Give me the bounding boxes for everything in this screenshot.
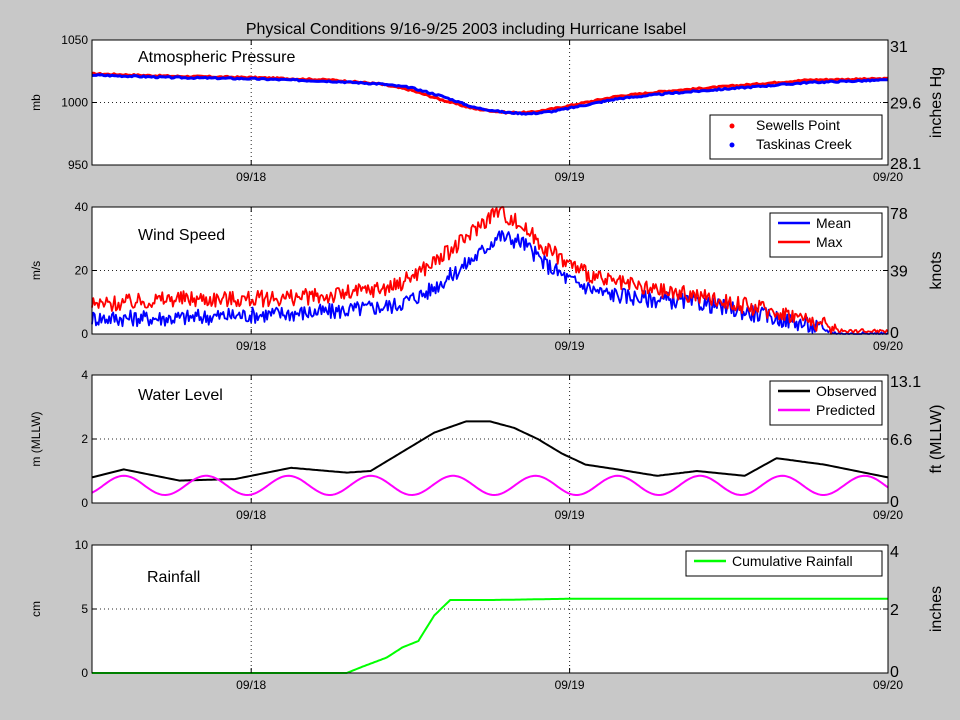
right-tick-label: 13.1 xyxy=(890,374,921,391)
y-tick-label: 0 xyxy=(81,666,88,680)
y-tick-label: 0 xyxy=(81,496,88,510)
x-tick-label: 09/19 xyxy=(555,678,585,692)
legend-entry: Sewells Point xyxy=(756,117,840,133)
x-tick-label: 09/19 xyxy=(555,339,585,353)
right-tick-label: 6.6 xyxy=(890,432,912,449)
series-max xyxy=(91,206,889,335)
legend: Sewells Point Taskinas Creek xyxy=(709,114,883,160)
y-tick-label: 2 xyxy=(81,432,88,446)
panel-1: 950 1000 1050 09/18 09/19 09/20 mb Atmospheric … xyxy=(29,33,945,184)
y-axis-label: m/s xyxy=(29,261,43,280)
right-tick-label: 39 xyxy=(890,264,908,281)
right-tick-label: 0 xyxy=(890,664,899,681)
y-tick-label: 950 xyxy=(68,158,88,172)
x-tick-label: 09/20 xyxy=(873,508,903,522)
series-mean xyxy=(91,230,889,335)
legend-box xyxy=(685,550,883,577)
panel-3: 0 2 4 09/18 09/19 09/20 m (MLLW) Water Level 0 6.… xyxy=(29,368,945,522)
y-tick-label: 10 xyxy=(75,538,89,552)
right-axis-label: inches xyxy=(928,586,945,632)
y-tick-label: 40 xyxy=(75,200,89,214)
chart-title: Physical Conditions 9/16-9/25 2003 inclu… xyxy=(246,21,686,38)
right-axis-label: ft (MLLW) xyxy=(928,404,945,473)
legend-box xyxy=(709,114,883,160)
right-tick-label: 0 xyxy=(890,494,899,511)
panel-4: 0 5 10 09/18 09/19 09/20 cm Rainfall 0 2 4 inches Cu… xyxy=(29,538,945,692)
panel-2: 0 20 40 09/18 09/19 09/20 m/s Wind Speed 0 39 78 kn… xyxy=(29,200,945,353)
series-taskinas-creek xyxy=(91,73,888,116)
legend-entry: Taskinas Creek xyxy=(756,136,853,152)
legend: Observed Predicted xyxy=(769,380,883,426)
right-tick-label: 28.1 xyxy=(890,156,921,173)
y-tick-label: 1000 xyxy=(61,96,88,110)
x-tick-label: 09/19 xyxy=(555,508,585,522)
y-tick-label: 20 xyxy=(75,264,89,278)
y-axis-label: mb xyxy=(29,94,43,111)
panel-label: Atmospheric Pressure xyxy=(138,49,295,66)
legend-marker xyxy=(729,123,735,129)
legend-marker xyxy=(729,142,735,148)
x-tick-label: 09/20 xyxy=(873,678,903,692)
y-axis-label: m (MLLW) xyxy=(29,411,43,466)
right-axis-label: knots xyxy=(928,251,945,289)
x-tick-label: 09/18 xyxy=(236,678,266,692)
y-tick-label: 5 xyxy=(81,602,88,616)
right-tick-label: 2 xyxy=(890,602,899,619)
right-tick-label: 0 xyxy=(890,325,899,342)
legend-box xyxy=(769,212,883,258)
legend-entry: Max xyxy=(816,234,842,250)
panel-label: Wind Speed xyxy=(138,227,225,244)
legend: Mean Max xyxy=(769,212,883,258)
x-tick-label: 09/18 xyxy=(236,170,266,184)
series-predicted xyxy=(91,474,889,496)
right-tick-label: 4 xyxy=(890,544,899,561)
legend-entry: Cumulative Rainfall xyxy=(732,553,853,569)
x-tick-label: 09/20 xyxy=(873,339,903,353)
x-tick-label: 09/18 xyxy=(236,339,266,353)
legend-entry: Predicted xyxy=(816,402,875,418)
panel-label: Rainfall xyxy=(147,569,200,586)
x-tick-label: 09/20 xyxy=(873,170,903,184)
y-tick-label: 0 xyxy=(81,327,88,341)
legend-box xyxy=(769,380,883,426)
y-tick-label: 4 xyxy=(81,368,88,382)
legend-entry: Observed xyxy=(816,383,877,399)
panel-label: Water Level xyxy=(138,387,223,404)
right-tick-label: 78 xyxy=(890,206,908,223)
legend: Cumulative Rainfall xyxy=(685,550,883,577)
y-tick-label: 1050 xyxy=(61,33,88,47)
series-observed xyxy=(91,420,889,482)
x-tick-label: 09/18 xyxy=(236,508,266,522)
y-axis-label: cm xyxy=(29,601,43,617)
legend-entry: Mean xyxy=(816,215,851,231)
x-tick-label: 09/19 xyxy=(555,170,585,184)
right-axis-label: inches Hg xyxy=(928,67,945,138)
right-tick-label: 31 xyxy=(890,39,908,56)
right-tick-label: 29.6 xyxy=(890,96,921,113)
